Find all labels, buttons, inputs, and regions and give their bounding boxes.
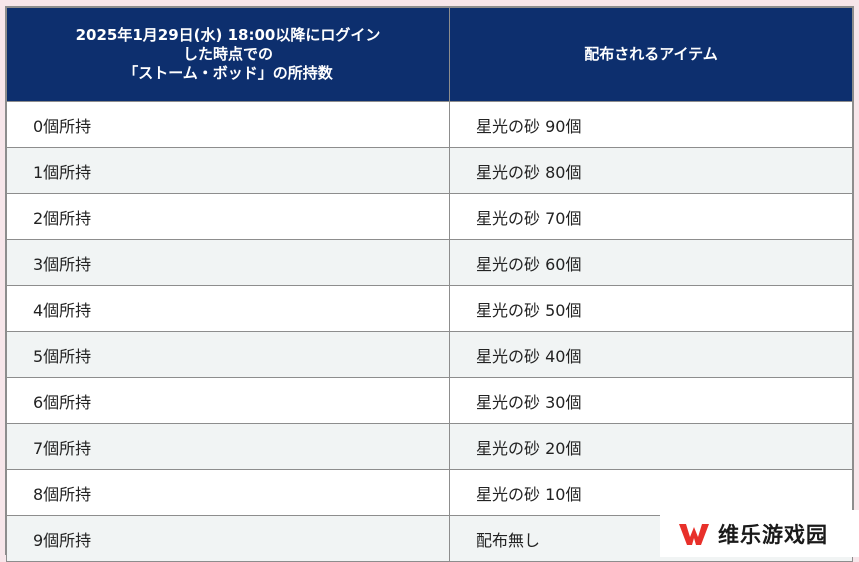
header-held-count-line: 「ストーム・ボッド」の所持数 (123, 64, 333, 82)
table-row: 0個所持 星光の砂 90個 (6, 101, 853, 148)
item-cell: 星光の砂 40個 (449, 331, 853, 378)
held-count-cell: 9個所持 (6, 515, 450, 562)
held-count-cell: 8個所持 (6, 469, 450, 516)
table-row: 8個所持 星光の砂 10個 (6, 469, 853, 516)
header-held-count: 2025年1月29日(水) 18:00以降にログイン した時点での 「ストーム・… (6, 7, 450, 102)
held-count-cell: 6個所持 (6, 377, 450, 424)
distribution-table-container: 2025年1月29日(水) 18:00以降にログイン した時点での 「ストーム・… (5, 6, 854, 562)
site-watermark: 维乐游戏园 (660, 510, 859, 557)
table-header-row: 2025年1月29日(水) 18:00以降にログイン した時点での 「ストーム・… (6, 7, 853, 102)
table-row: 7個所持 星光の砂 20個 (6, 423, 853, 470)
table-row: 4個所持 星光の砂 50個 (6, 285, 853, 332)
header-held-count-line: した時点での (182, 45, 273, 63)
table-row: 3個所持 星光の砂 60個 (6, 239, 853, 286)
item-cell: 星光の砂 60個 (449, 239, 853, 286)
item-cell: 星光の砂 30個 (449, 377, 853, 424)
table-row: 5個所持 星光の砂 40個 (6, 331, 853, 378)
held-count-cell: 4個所持 (6, 285, 450, 332)
held-count-cell: 2個所持 (6, 193, 450, 240)
table-row: 2個所持 星光の砂 70個 (6, 193, 853, 240)
table-row: 6個所持 星光の砂 30個 (6, 377, 853, 424)
item-cell: 星光の砂 20個 (449, 423, 853, 470)
distribution-table: 2025年1月29日(水) 18:00以降にログイン した時点での 「ストーム・… (6, 7, 853, 562)
w-logo-icon (679, 523, 709, 545)
table-row: 1個所持 星光の砂 80個 (6, 147, 853, 194)
held-count-cell: 7個所持 (6, 423, 450, 470)
item-cell: 星光の砂 90個 (449, 101, 853, 148)
item-cell: 星光の砂 50個 (449, 285, 853, 332)
held-count-cell: 0個所持 (6, 101, 450, 148)
header-held-count-line: 2025年1月29日(水) 18:00以降にログイン (75, 26, 381, 44)
held-count-cell: 3個所持 (6, 239, 450, 286)
item-cell: 星光の砂 80個 (449, 147, 853, 194)
held-count-cell: 5個所持 (6, 331, 450, 378)
held-count-cell: 1個所持 (6, 147, 450, 194)
watermark-text: 维乐游戏园 (718, 522, 828, 547)
header-distributed-item: 配布されるアイテム (449, 7, 853, 102)
item-cell: 星光の砂 10個 (449, 469, 853, 516)
item-cell: 星光の砂 70個 (449, 193, 853, 240)
